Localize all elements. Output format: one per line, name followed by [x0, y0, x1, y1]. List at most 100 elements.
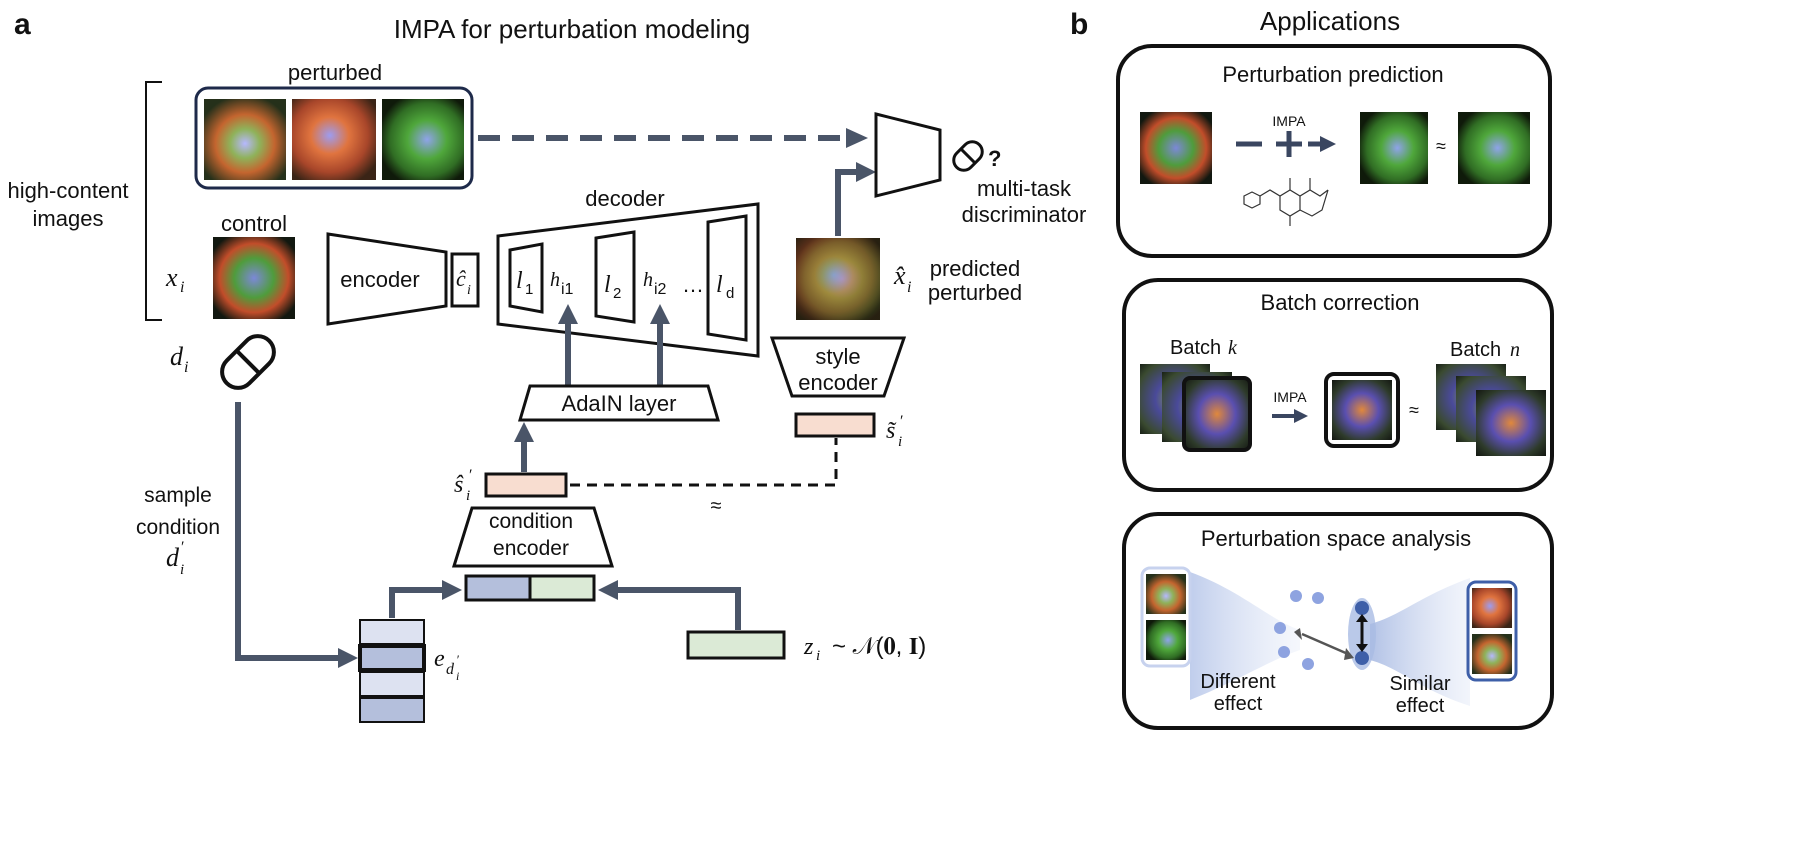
embedding-row-selected: [358, 644, 426, 672]
discriminator-question-mark: ?: [988, 146, 1001, 171]
predicted-label-1: predicted: [930, 256, 1021, 281]
perturbed-arrowhead: [846, 128, 868, 148]
condition-to-embedding-arrow: [235, 402, 340, 661]
batch-n-variable: n: [1510, 339, 1520, 361]
discriminator-label-2: discriminator: [962, 202, 1087, 227]
z-subscript: i: [816, 648, 820, 664]
shat-to-adain-arrowhead: [514, 422, 534, 442]
different-effect-label-2: effect: [1214, 693, 1263, 715]
s-hat-symbol: ŝ: [454, 472, 464, 498]
batch-n-label: Batch: [1450, 339, 1501, 361]
perturbed-label: perturbed: [288, 60, 382, 85]
batch-impa-label: IMPA: [1273, 389, 1307, 405]
x-i-subscript: i: [180, 279, 184, 296]
similar-effect-image-1: [1472, 588, 1512, 628]
different-arrow-left: [1294, 628, 1302, 640]
prediction-output-image: [1360, 112, 1428, 184]
predicted-label-2: perturbed: [928, 280, 1022, 305]
embedding-row-4: [359, 697, 425, 723]
batch-approx: ≈: [1409, 400, 1419, 420]
x-i-symbol: x: [165, 263, 178, 292]
perturbation-prediction-box: [1116, 44, 1552, 258]
s-hat-subscript: i: [466, 488, 470, 504]
predicted-cell-overlay: [796, 238, 880, 320]
pill-icon: [220, 334, 276, 390]
noise-to-concat-arrowhead: [598, 580, 618, 600]
noise-distribution: ~ 𝒩(𝟎, 𝐈): [832, 633, 926, 660]
encoder-block: [326, 232, 448, 326]
panel-b-title: Applications: [1260, 6, 1400, 36]
concat-embedding-part: [464, 574, 532, 602]
condition-encoder-block: [451, 506, 615, 568]
layer-1-subscript: 1: [525, 281, 533, 298]
batch-correction-title: Batch correction: [1261, 290, 1420, 315]
high-content-label-1: high-content: [7, 178, 128, 203]
style-latent-box: [794, 412, 876, 438]
batch-k-variable: k: [1228, 337, 1238, 359]
batch-arrowhead: [1294, 409, 1308, 423]
batch-k-image-front: [1182, 376, 1252, 452]
prediction-approx: ≈: [1436, 136, 1446, 156]
h-2-subscript: i2: [654, 281, 667, 298]
x-hat-subscript: i: [907, 279, 911, 296]
layer-2-subscript: 2: [613, 285, 621, 302]
ellipsis: …: [682, 272, 704, 297]
layer-d-symbol: l: [716, 272, 723, 298]
prediction-arrowhead: [1320, 136, 1336, 152]
d-prime-subscript: i: [180, 562, 184, 578]
perturbed-cell-image-2: [292, 99, 376, 180]
batch-k-label: Batch: [1170, 337, 1221, 359]
style-encoder-label-2: encoder: [798, 370, 878, 395]
latent-c-hat-box: [450, 252, 480, 308]
condition-encoder-label-1: condition: [489, 510, 573, 533]
d-i-symbol: d: [170, 342, 184, 371]
predicted-to-discriminator-arrow: [835, 169, 860, 236]
high-content-bracket: [145, 81, 162, 321]
similar-arrow-top: [1356, 614, 1368, 622]
approx-symbol: ≈: [711, 495, 722, 517]
prediction-target-image: [1458, 112, 1530, 184]
embedding-row-1: [359, 619, 425, 645]
sample-condition-label-1: sample: [144, 484, 212, 507]
noise-to-concat-arrow: [618, 587, 741, 630]
e-subscript: d: [446, 661, 455, 678]
similar-arrow-bottom: [1356, 644, 1368, 652]
layer-2-symbol: l: [604, 272, 611, 298]
decoder-label: decoder: [585, 186, 665, 211]
condition-encoder-label-2: encoder: [493, 537, 569, 560]
c-hat-symbol: ĉ: [456, 266, 466, 291]
condition-latent-box: [484, 472, 568, 498]
embedding-to-concat-arrow: [389, 587, 444, 618]
similar-effect-image-2: [1472, 634, 1512, 674]
e-subscript-prime: ′: [456, 652, 459, 667]
decoder-layer-1: [508, 242, 544, 314]
panel-a-title: IMPA for perturbation modeling: [394, 14, 750, 44]
embedding-row-3: [359, 671, 425, 697]
layer-d-subscript: d: [726, 285, 734, 302]
left-funnel: [1190, 572, 1300, 700]
sample-condition-label-2: condition: [136, 516, 220, 539]
decoder-layer-d: [706, 214, 748, 342]
h-2-symbol: h: [643, 269, 653, 291]
style-match-dashed-line: [570, 438, 838, 487]
adain-layer-block: [517, 384, 721, 422]
adain-label: AdaIN layer: [562, 391, 677, 416]
concat-noise-part: [528, 574, 596, 602]
prediction-impa-label: IMPA: [1272, 113, 1306, 129]
perturbed-cell-image-3: [382, 99, 464, 180]
c-hat-subscript: i: [467, 283, 471, 298]
adain-to-h2-arrowhead: [650, 304, 670, 324]
e-subscript-index: i: [456, 669, 459, 683]
decoder-layer-2: [594, 230, 636, 324]
d-prime-mark: ′: [180, 539, 184, 556]
different-effect-image-2: [1146, 620, 1186, 660]
panel-a-letter: a: [14, 8, 31, 41]
h-1-subscript: i1: [561, 281, 574, 298]
noise-vector-box: [686, 630, 786, 660]
condition-to-embedding-arrowhead: [338, 648, 358, 668]
different-effect-image-1: [1146, 574, 1186, 614]
e-symbol: e: [434, 646, 445, 672]
similar-point-top: [1355, 601, 1369, 615]
batch-corrected-image: [1332, 380, 1392, 440]
